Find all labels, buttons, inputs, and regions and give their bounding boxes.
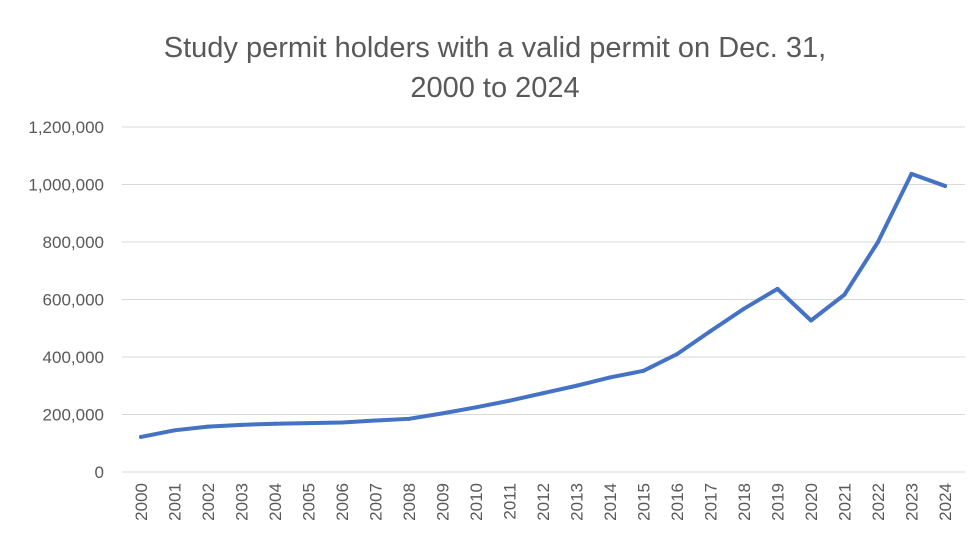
data-point bbox=[172, 428, 177, 433]
y-tick-label: 1,200,000 bbox=[28, 118, 104, 137]
data-point bbox=[742, 306, 746, 311]
data-point bbox=[474, 405, 478, 410]
data-point bbox=[675, 352, 679, 357]
data-point bbox=[608, 375, 612, 380]
data-point bbox=[407, 416, 411, 421]
x-tick-label: 2000 bbox=[132, 483, 151, 521]
data-point bbox=[373, 418, 378, 423]
series-layer bbox=[139, 171, 947, 439]
x-tick-label: 2006 bbox=[333, 483, 352, 521]
gridlines bbox=[122, 126, 965, 473]
data-point bbox=[340, 420, 344, 425]
x-tick-label: 2023 bbox=[903, 483, 922, 521]
y-tick-label: 200,000 bbox=[43, 406, 104, 425]
x-tick-label: 2014 bbox=[601, 483, 620, 521]
x-tick-label: 2011 bbox=[501, 483, 520, 520]
x-tick-label: 2015 bbox=[635, 483, 654, 521]
chart-title: Study permit holders with a valid permit… bbox=[164, 32, 826, 104]
x-tick-label: 2021 bbox=[836, 483, 855, 521]
data-point bbox=[809, 318, 813, 323]
x-tick-label: 2009 bbox=[434, 483, 453, 521]
chart-title-line-2: 2000 to 2024 bbox=[410, 72, 579, 104]
series-line bbox=[139, 171, 947, 439]
x-tick-label: 2004 bbox=[266, 483, 285, 521]
y-tick-label: 400,000 bbox=[43, 348, 104, 367]
x-axis: 2000 2001 2002 2003 2004 2005 2006 2007 2008 2009… bbox=[132, 483, 955, 521]
data-point bbox=[943, 183, 947, 188]
x-tick-label: 2022 bbox=[869, 483, 888, 521]
x-tick-label: 2020 bbox=[802, 483, 821, 521]
y-tick-label: 600,000 bbox=[43, 291, 104, 310]
data-point bbox=[239, 422, 244, 427]
x-tick-label: 2017 bbox=[702, 483, 721, 521]
x-tick-label: 2007 bbox=[367, 483, 386, 521]
data-point bbox=[206, 424, 210, 429]
x-tick-label: 2001 bbox=[166, 483, 185, 521]
data-point bbox=[139, 434, 143, 439]
y-tick-label: 800,000 bbox=[43, 233, 104, 252]
data-point bbox=[440, 411, 445, 416]
x-tick-label: 2005 bbox=[300, 483, 319, 521]
x-tick-label: 2024 bbox=[936, 483, 955, 521]
x-tick-label: 2012 bbox=[534, 483, 553, 521]
data-point bbox=[541, 391, 545, 396]
x-tick-label: 2019 bbox=[769, 483, 788, 521]
x-tick-label: 2002 bbox=[199, 483, 218, 521]
x-tick-label: 2003 bbox=[233, 483, 252, 521]
data-point bbox=[708, 329, 713, 334]
y-tick-label: 0 bbox=[95, 463, 104, 482]
x-tick-label: 2013 bbox=[568, 483, 587, 521]
x-tick-label: 2016 bbox=[668, 483, 687, 521]
y-axis: 0 200,000 400,000 600,000 800,000 1,000,000 1,… bbox=[28, 118, 104, 482]
data-point bbox=[574, 383, 579, 388]
x-tick-label: 2010 bbox=[467, 483, 486, 521]
data-point bbox=[909, 171, 914, 176]
data-point bbox=[641, 368, 646, 373]
data-point bbox=[876, 240, 880, 244]
data-point bbox=[273, 421, 277, 426]
data-point bbox=[507, 398, 512, 403]
y-tick-label: 1,000,000 bbox=[28, 176, 104, 195]
x-tick-label: 2008 bbox=[400, 483, 419, 521]
x-tick-label: 2018 bbox=[735, 483, 754, 521]
data-point bbox=[842, 292, 847, 297]
data-point bbox=[306, 421, 311, 426]
chart-title-line-1: Study permit holders with a valid permit… bbox=[164, 32, 826, 64]
data-point bbox=[775, 286, 780, 291]
